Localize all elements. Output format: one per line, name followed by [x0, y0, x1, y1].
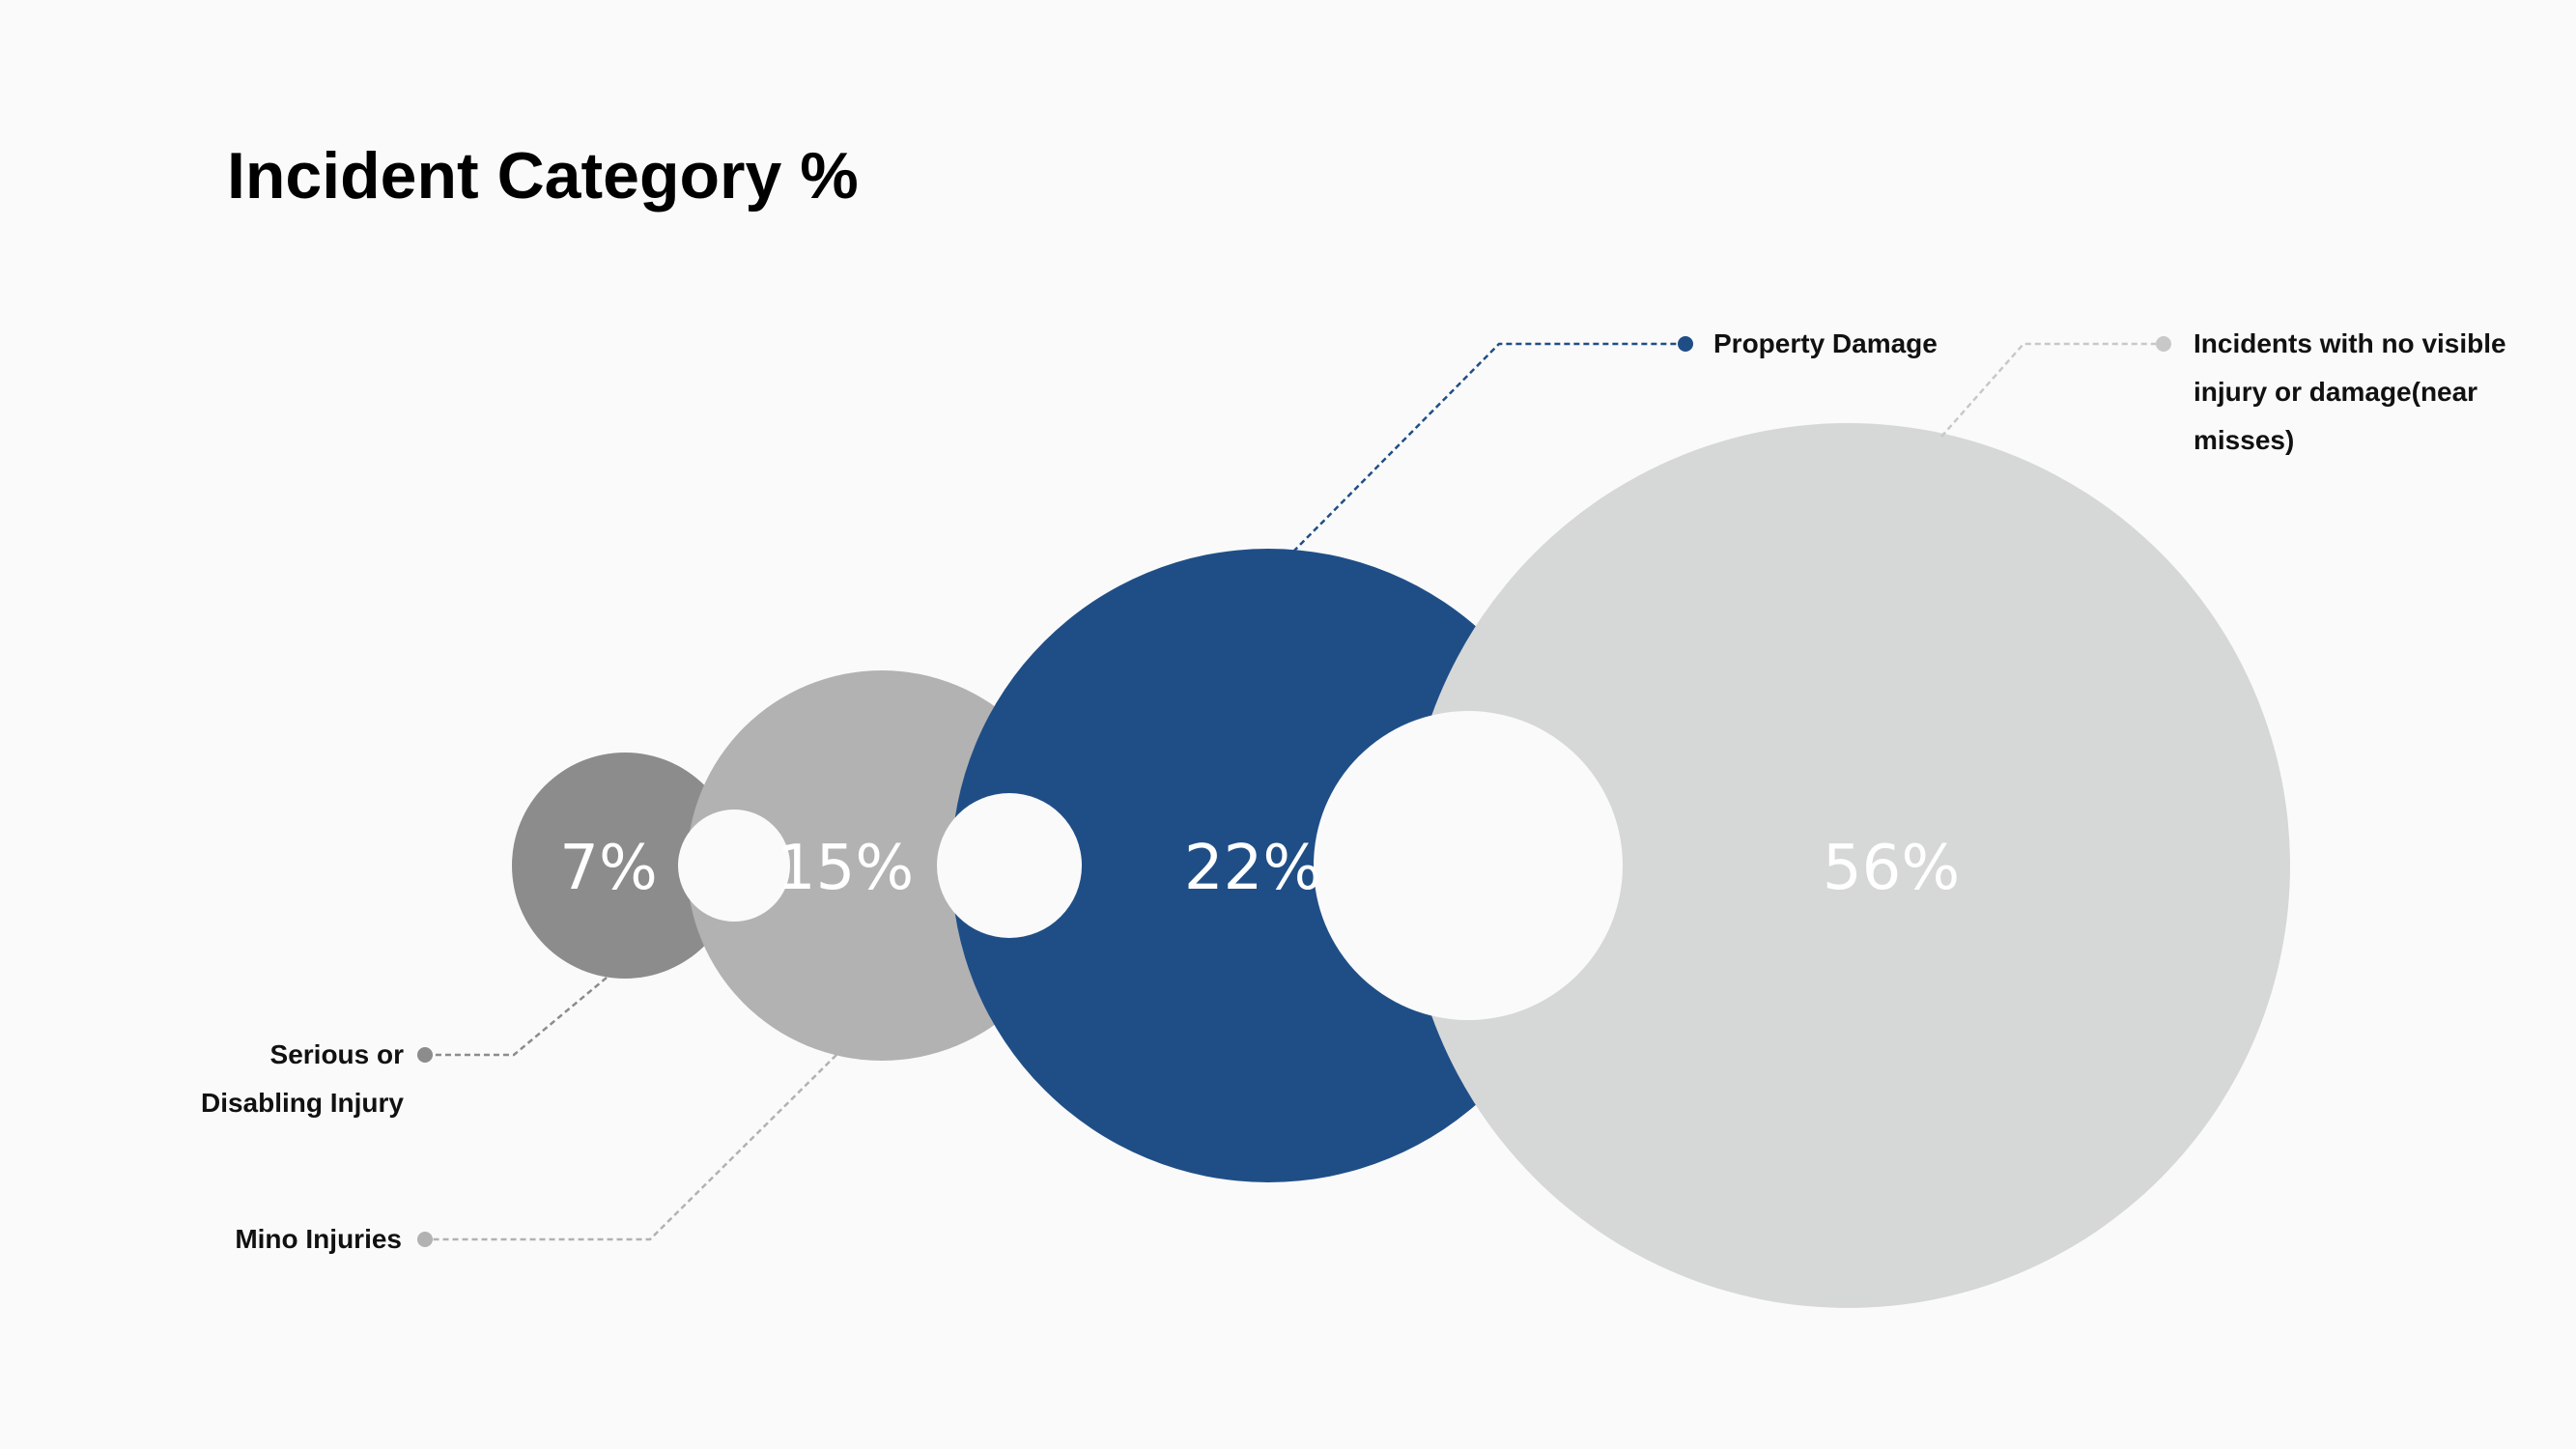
leader-dot-serious-or-disabling-injury	[417, 1047, 433, 1063]
bubble-gap	[937, 793, 1082, 938]
chart-title: Incident Category %	[227, 139, 859, 213]
category-label-incidents-with-no-visible-injury-or-damage-near-misses: misses)	[2194, 425, 2294, 455]
leader-dot-mino-injuries	[417, 1232, 433, 1247]
bubbles-group: 7% 15% 22% 56%	[512, 423, 2290, 1308]
category-label-serious-or-disabling-injury: Disabling Injury	[201, 1088, 404, 1118]
bubble-property-damage	[951, 549, 1585, 1182]
leader-line-property-damage	[1292, 342, 1685, 553]
bubble-gap	[678, 810, 790, 922]
value-label-incidents-with-no-visible-injury-or-damage-near-misses: 56%	[1823, 833, 1960, 904]
leader-line-serious-or-disabling-injury	[425, 977, 608, 1057]
bubble-gap	[1314, 711, 1623, 1020]
category-label-serious-or-disabling-injury: Serious or	[270, 1039, 405, 1069]
category-label-incidents-with-no-visible-injury-or-damage-near-misses: injury or damage(near	[2194, 377, 2477, 407]
value-label-property-damage: 22%	[1184, 833, 1321, 904]
value-label-mino-injuries: 15%	[777, 833, 914, 904]
leader-line-incidents-with-no-visible-injury-or-damage-near-misses	[1940, 342, 2164, 438]
bubble-serious-or-disabling-injury	[512, 753, 738, 979]
callouts-group: Serious or Disabling Injury Mino Injuries P…	[201, 328, 2506, 1254]
leader-dot-property-damage	[1678, 336, 1693, 352]
leader-line-mino-injuries	[425, 1054, 837, 1241]
category-label-mino-injuries: Mino Injuries	[235, 1224, 402, 1254]
bubble-incidents-with-no-visible-injury-or-damage-near-misses	[1405, 423, 2290, 1308]
leader-dot-incidents-with-no-visible-injury-or-damage-near-misses	[2156, 336, 2171, 352]
category-label-property-damage: Property Damage	[1713, 328, 1938, 358]
value-label-serious-or-disabling-injury: 7%	[559, 833, 658, 904]
category-label-incidents-with-no-visible-injury-or-damage-near-misses: Incidents with no visible	[2194, 328, 2506, 358]
